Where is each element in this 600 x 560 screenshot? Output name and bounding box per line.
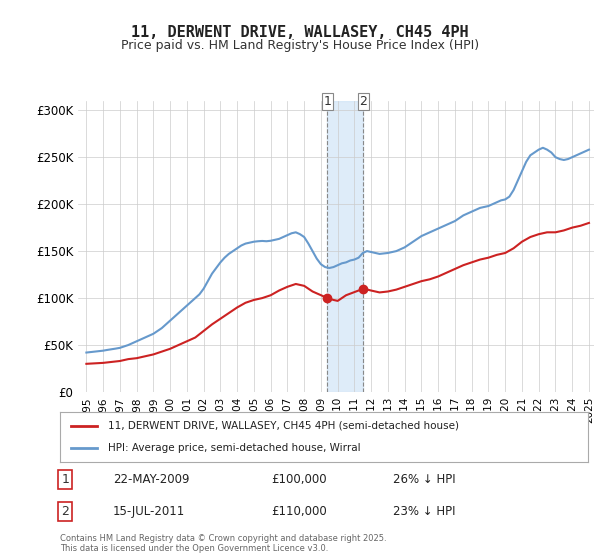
Text: 15-JUL-2011: 15-JUL-2011 (113, 505, 185, 518)
Text: 11, DERWENT DRIVE, WALLASEY, CH45 4PH: 11, DERWENT DRIVE, WALLASEY, CH45 4PH (131, 25, 469, 40)
Text: 26% ↓ HPI: 26% ↓ HPI (392, 473, 455, 486)
Text: 2: 2 (61, 505, 69, 518)
Text: HPI: Average price, semi-detached house, Wirral: HPI: Average price, semi-detached house,… (107, 443, 360, 453)
Text: 1: 1 (323, 95, 331, 108)
Text: £110,000: £110,000 (271, 505, 327, 518)
Text: 1: 1 (61, 473, 69, 486)
Text: £100,000: £100,000 (271, 473, 327, 486)
Text: 2: 2 (359, 95, 367, 108)
Text: 23% ↓ HPI: 23% ↓ HPI (392, 505, 455, 518)
Bar (328, 101, 364, 392)
Text: Price paid vs. HM Land Registry's House Price Index (HPI): Price paid vs. HM Land Registry's House … (121, 39, 479, 52)
Text: Contains HM Land Registry data © Crown copyright and database right 2025.
This d: Contains HM Land Registry data © Crown c… (60, 534, 386, 553)
Text: 22-MAY-2009: 22-MAY-2009 (113, 473, 190, 486)
Text: 11, DERWENT DRIVE, WALLASEY, CH45 4PH (semi-detached house): 11, DERWENT DRIVE, WALLASEY, CH45 4PH (s… (107, 421, 458, 431)
